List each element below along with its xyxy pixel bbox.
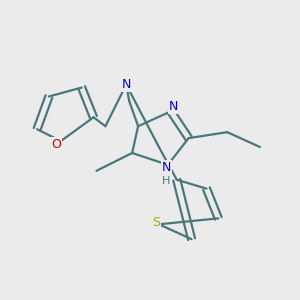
Text: O: O	[51, 138, 61, 151]
Text: N: N	[169, 100, 178, 113]
Text: H: H	[162, 176, 170, 186]
Text: N: N	[122, 78, 131, 91]
Text: S: S	[152, 216, 160, 229]
Text: N: N	[162, 161, 171, 174]
